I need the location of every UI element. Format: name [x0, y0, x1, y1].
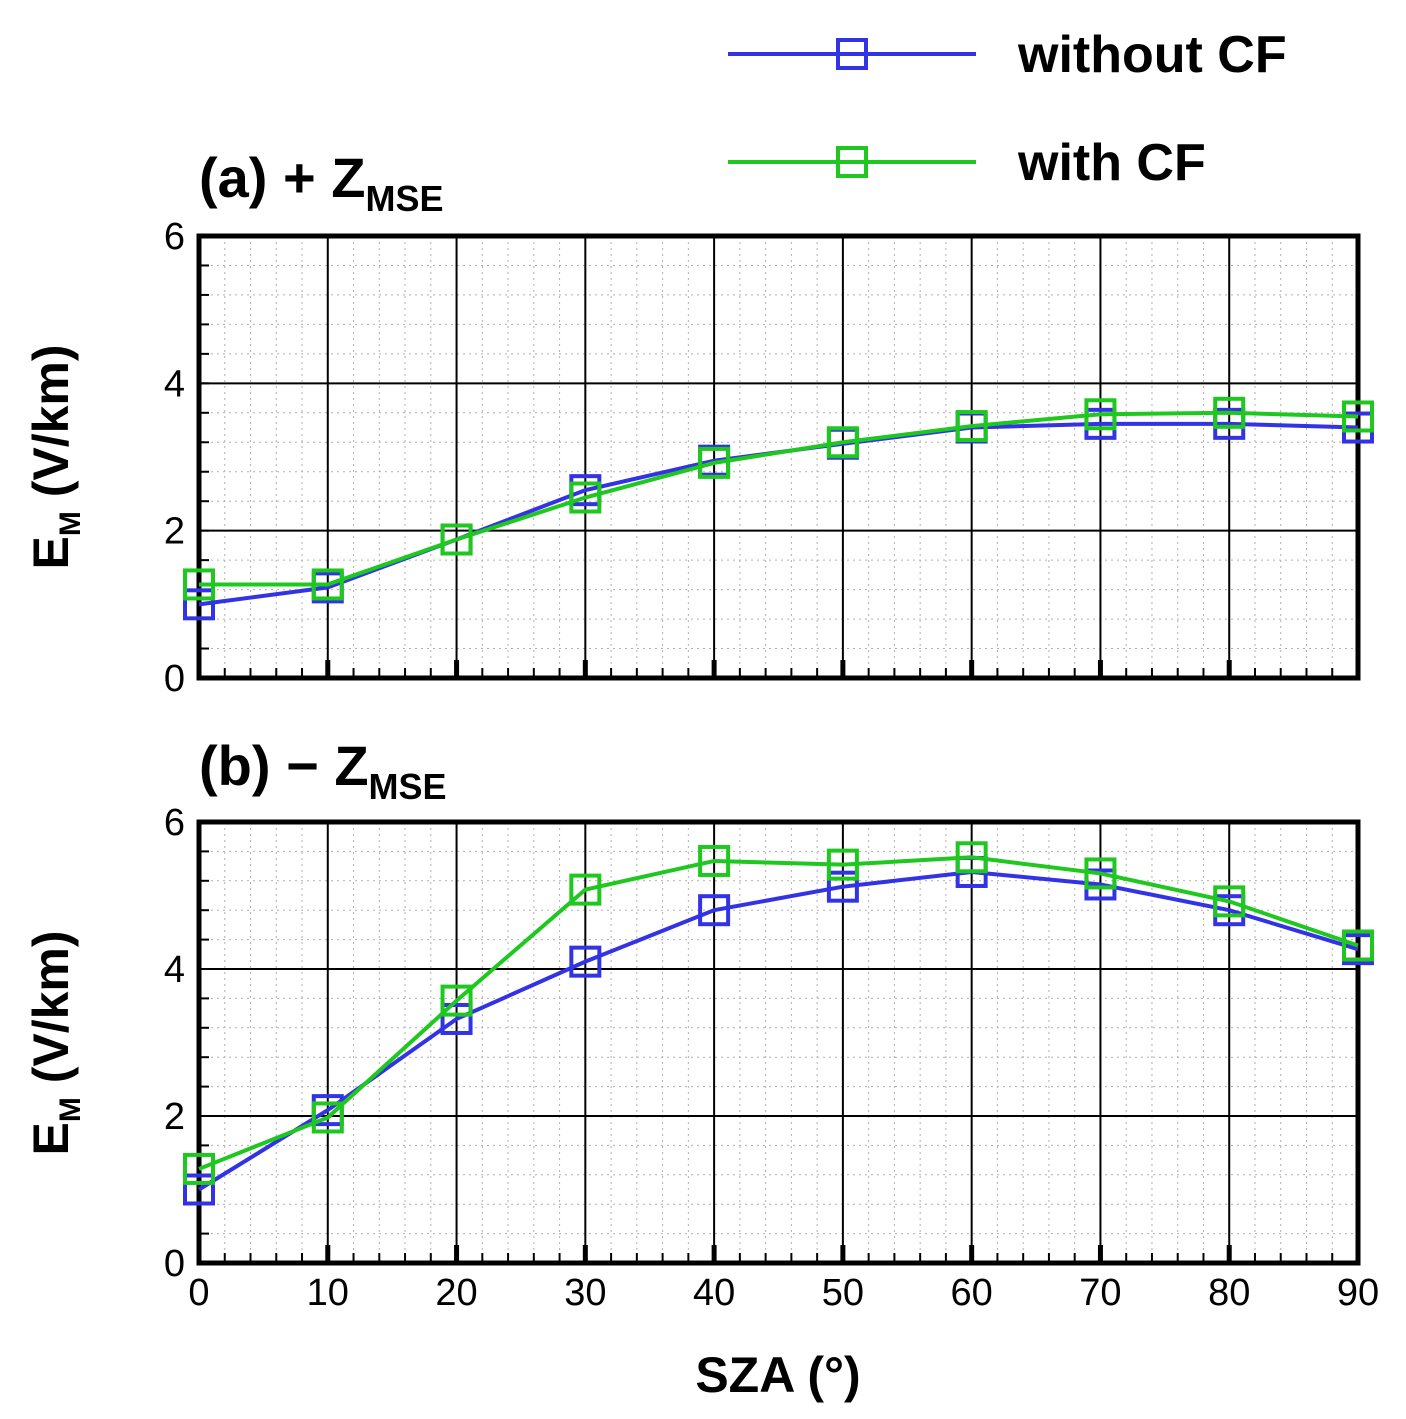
legend: without CF with CF [728, 26, 1287, 192]
data-point-marker [183, 1152, 215, 1185]
data-point-marker [955, 841, 988, 874]
data-point-marker [183, 568, 215, 601]
data-point-marker [311, 1101, 344, 1134]
x-tick-label: 40 [693, 1272, 735, 1314]
data-point-marker [826, 426, 859, 459]
y-tick-label: 4 [164, 949, 185, 991]
y-axis-title-subscript: M [54, 1097, 87, 1122]
x-axis-title: SZA (°) [695, 1347, 860, 1403]
plot-frame [196, 819, 1361, 1266]
data-point-marker [698, 844, 731, 877]
x-tick-label: 20 [435, 1272, 477, 1314]
y-axis-title-unit: (V/km) [23, 344, 79, 511]
x-tick-label: 60 [951, 1272, 993, 1314]
x-tick-label: 80 [1208, 1272, 1250, 1314]
panel-title: (b) − ZMSE [199, 734, 447, 807]
y-axis-title-subscript: M [54, 511, 87, 536]
legend-marker [836, 38, 868, 70]
legend-label: without CF [1017, 26, 1287, 84]
data-point-marker [440, 984, 473, 1017]
data-point-marker [698, 446, 731, 479]
panel-a: 0 2 4 6 EM (V/km) (a) + ZMSE [23, 146, 1374, 700]
y-axis-title-unit: (V/km) [23, 930, 79, 1097]
data-point-marker [311, 568, 344, 601]
data-point-marker [826, 870, 859, 903]
data-point-marker [1342, 929, 1374, 962]
data-point-marker [826, 848, 859, 881]
data-point-marker [183, 588, 215, 621]
x-tick-label: 30 [564, 1272, 606, 1314]
series-line [197, 869, 1359, 1192]
y-tick-label: 0 [164, 658, 185, 700]
y-tick-label: 2 [164, 1096, 185, 1138]
plot-frame [196, 233, 1361, 681]
panel-title-subscript: MSE [369, 766, 447, 807]
data-point-marker [955, 410, 988, 443]
data-point-marker [1084, 398, 1117, 431]
legend-marker [836, 146, 868, 178]
series-line [198, 855, 1359, 1171]
panel-title-subscript: MSE [365, 178, 443, 219]
data-point-marker [1342, 400, 1374, 433]
data-point-marker [1213, 885, 1246, 918]
y-tick-label: 6 [164, 216, 185, 258]
data-point-marker [183, 1173, 215, 1206]
panel-title-main: (a) + Z [199, 146, 365, 209]
x-tick-label: 50 [822, 1272, 864, 1314]
y-tick-label: 2 [164, 511, 185, 553]
data-point-marker [440, 1002, 473, 1035]
y-tick-label: 6 [164, 802, 185, 844]
panel-title: (a) + ZMSE [199, 146, 443, 219]
y-axis-title-main: E [23, 1122, 79, 1155]
y-tick-label: 4 [164, 363, 185, 405]
x-tick-label: 70 [1079, 1272, 1121, 1314]
data-point-marker [569, 945, 602, 978]
y-tick-label: 0 [164, 1243, 185, 1285]
data-point-marker [569, 873, 602, 906]
data-point-marker [569, 481, 602, 514]
panel-title-main: (b) − Z [199, 734, 369, 797]
data-point-marker [1084, 857, 1117, 890]
series-line [199, 410, 1359, 587]
x-tick-label: 10 [307, 1272, 349, 1314]
data-point-marker [698, 894, 731, 927]
legend-label: with CF [1017, 134, 1206, 192]
x-tick-label: 90 [1337, 1272, 1379, 1314]
data-point-marker [440, 523, 473, 556]
y-axis-title: EM (V/km) [23, 344, 87, 569]
y-axis-title-main: E [23, 536, 79, 569]
data-point-marker [1213, 396, 1246, 429]
y-axis-title: EM (V/km) [23, 930, 87, 1155]
x-tick-label: 0 [188, 1272, 209, 1314]
